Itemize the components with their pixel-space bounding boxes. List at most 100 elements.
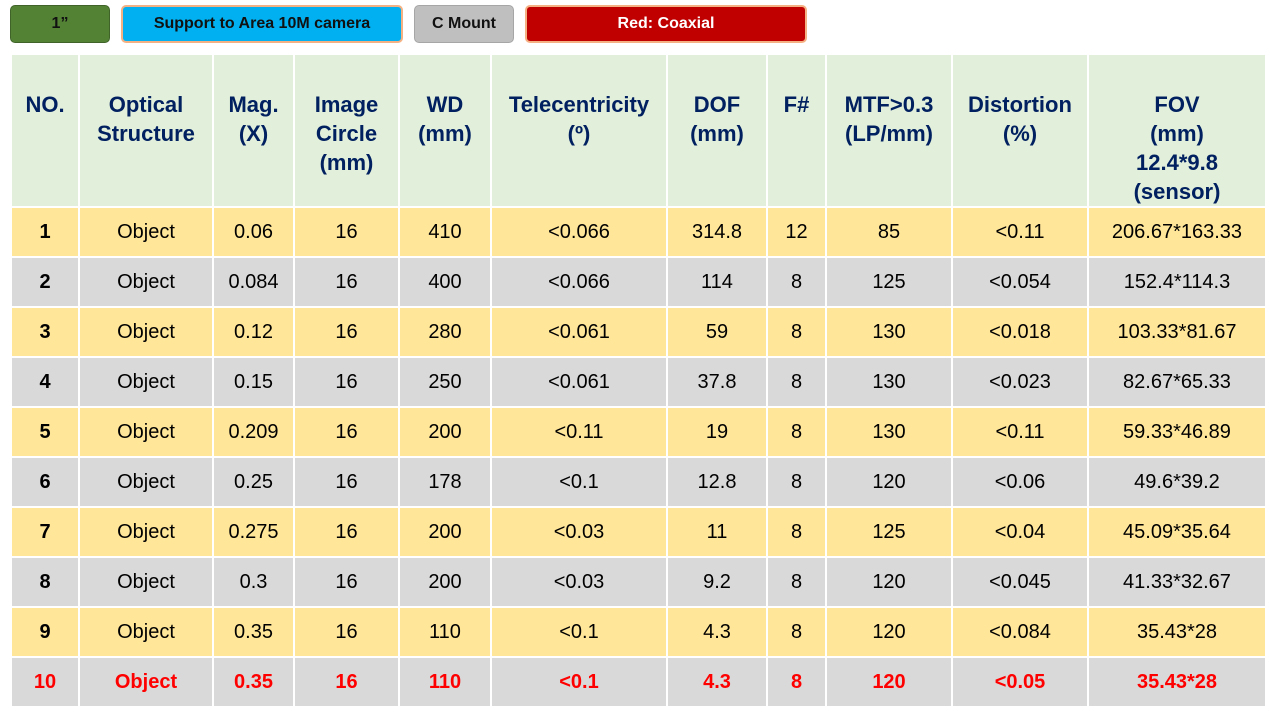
cell-no: 2 <box>10 256 80 308</box>
cell-optical-structure: Object <box>78 606 214 658</box>
column-header-line: Mag. <box>228 92 279 117</box>
column-header-line: (mm) <box>319 150 374 175</box>
cell-working-distance: 200 <box>398 506 492 558</box>
table-row: 8 Object 0.3 16 200 <0.03 9.2 8 120 <0.045 41.33*3… <box>10 556 1267 608</box>
column-header-line: (LP/mm) <box>845 121 933 146</box>
column-header-telecentricity: Telecentricity (º) <box>490 53 668 208</box>
column-header-line: F# <box>783 92 810 117</box>
column-header-line: WD <box>426 92 464 117</box>
table-row: 3 Object 0.12 16 280 <0.061 59 8 130 <0.018 103.33… <box>10 306 1267 358</box>
cell-dof: 19 <box>666 406 768 458</box>
cell-working-distance: 280 <box>398 306 492 358</box>
cell-magnification: 0.35 <box>212 656 295 708</box>
column-header-dof: DOF (mm) <box>666 53 768 208</box>
cell-dof: 9.2 <box>666 556 768 608</box>
cell-mtf: 120 <box>825 606 953 658</box>
cell-working-distance: 400 <box>398 256 492 308</box>
cell-distortion: <0.06 <box>951 456 1089 508</box>
cell-mtf: 85 <box>825 206 953 258</box>
cell-working-distance: 250 <box>398 356 492 408</box>
cell-f-number: 8 <box>766 406 827 458</box>
cell-optical-structure: Object <box>78 356 214 408</box>
table-body: 1 Object 0.06 16 410 <0.066 314.8 12 85 <0.11 206.… <box>10 206 1267 708</box>
column-header-no: NO. <box>10 53 80 208</box>
cell-working-distance: 178 <box>398 456 492 508</box>
cell-no: 5 <box>10 406 80 458</box>
cell-mtf: 130 <box>825 406 953 458</box>
cell-distortion: <0.04 <box>951 506 1089 558</box>
column-header-line: Distortion <box>968 92 1072 117</box>
cell-image-circle: 16 <box>293 206 400 258</box>
cell-fov: 35.43*28 <box>1087 606 1267 658</box>
cell-dof: 314.8 <box>666 206 768 258</box>
cell-telecentricity: <0.061 <box>490 356 668 408</box>
column-header-line: (º) <box>567 121 591 146</box>
cell-telecentricity: <0.1 <box>490 606 668 658</box>
cell-no: 1 <box>10 206 80 258</box>
cell-fov: 152.4*114.3 <box>1087 256 1267 308</box>
cell-telecentricity: <0.03 <box>490 556 668 608</box>
table-header-row: NO. Optical Structure Mag. (X) Image Circle (mm… <box>10 53 1267 208</box>
cell-distortion: <0.05 <box>951 656 1089 708</box>
cell-optical-structure: Object <box>78 456 214 508</box>
cell-image-circle: 16 <box>293 306 400 358</box>
column-header-line: Circle <box>315 121 378 146</box>
cell-no: 3 <box>10 306 80 358</box>
cell-optical-structure: Object <box>78 256 214 308</box>
cell-distortion: <0.11 <box>951 406 1089 458</box>
cell-dof: 4.3 <box>666 606 768 658</box>
cell-mtf: 125 <box>825 256 953 308</box>
column-header-line: (mm) <box>690 121 744 146</box>
support-camera-tag: Support to Area 10M camera <box>121 5 403 43</box>
cell-mtf: 120 <box>825 556 953 608</box>
column-header-line: (mm) <box>418 121 472 146</box>
column-header-line: (sensor) <box>1133 179 1221 204</box>
cell-no: 6 <box>10 456 80 508</box>
cell-magnification: 0.3 <box>212 556 295 608</box>
mount-type-tag: C Mount <box>414 5 514 43</box>
cell-mtf: 130 <box>825 306 953 358</box>
cell-optical-structure: Object <box>78 406 214 458</box>
cell-magnification: 0.209 <box>212 406 295 458</box>
cell-image-circle: 16 <box>293 556 400 608</box>
table-row: 5 Object 0.209 16 200 <0.11 19 8 130 <0.11 59.33*4… <box>10 406 1267 458</box>
cell-distortion: <0.018 <box>951 306 1089 358</box>
cell-telecentricity: <0.1 <box>490 456 668 508</box>
cell-fov: 41.33*32.67 <box>1087 556 1267 608</box>
cell-f-number: 8 <box>766 606 827 658</box>
cell-telecentricity: <0.066 <box>490 206 668 258</box>
cell-working-distance: 200 <box>398 406 492 458</box>
cell-no: 10 <box>10 656 80 708</box>
cell-optical-structure: Object <box>78 656 214 708</box>
column-header-line: Image <box>314 92 379 117</box>
cell-mtf: 125 <box>825 506 953 558</box>
column-header-line: FOV <box>1154 92 1200 117</box>
cell-magnification: 0.15 <box>212 356 295 408</box>
cell-optical-structure: Object <box>78 506 214 558</box>
cell-telecentricity: <0.061 <box>490 306 668 358</box>
cell-dof: 12.8 <box>666 456 768 508</box>
cell-mtf: 120 <box>825 656 953 708</box>
cell-dof: 114 <box>666 256 768 308</box>
sensor-size-tag: 1” <box>10 5 110 43</box>
cell-no: 7 <box>10 506 80 558</box>
cell-telecentricity: <0.1 <box>490 656 668 708</box>
cell-dof: 4.3 <box>666 656 768 708</box>
column-header-line: (mm) <box>1150 121 1204 146</box>
cell-optical-structure: Object <box>78 556 214 608</box>
cell-mtf: 120 <box>825 456 953 508</box>
column-header-mtf: MTF>0.3 (LP/mm) <box>825 53 953 208</box>
table-row: 2 Object 0.084 16 400 <0.066 114 8 125 <0.054 152.… <box>10 256 1267 308</box>
coaxial-legend-tag: Red: Coaxial <box>525 5 807 43</box>
cell-distortion: <0.084 <box>951 606 1089 658</box>
cell-f-number: 8 <box>766 356 827 408</box>
lens-spec-table: NO. Optical Structure Mag. (X) Image Circle (mm… <box>10 53 1267 708</box>
cell-magnification: 0.06 <box>212 206 295 258</box>
table-row: 10 Object 0.35 16 110 <0.1 4.3 8 120 <0.05 35.43*2… <box>10 656 1267 708</box>
cell-image-circle: 16 <box>293 506 400 558</box>
cell-image-circle: 16 <box>293 656 400 708</box>
cell-distortion: <0.054 <box>951 256 1089 308</box>
table-row: 9 Object 0.35 16 110 <0.1 4.3 8 120 <0.084 35.43*2… <box>10 606 1267 658</box>
column-header-line: Telecentricity <box>508 92 650 117</box>
column-header-fov: FOV (mm) 12.4*9.8 (sensor) <box>1087 53 1267 208</box>
